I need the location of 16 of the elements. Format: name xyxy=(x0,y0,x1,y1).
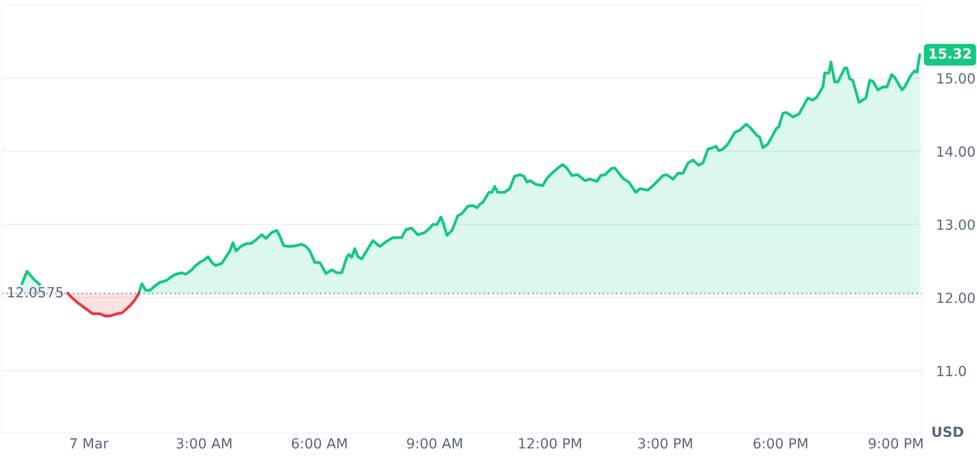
x-tick-label: 9:00 AM xyxy=(407,438,462,449)
y-tick-label: 13.00 xyxy=(937,219,975,230)
y-tick-label: 12.00 xyxy=(937,292,975,304)
x-tick-label: 7 Mar xyxy=(70,438,109,449)
y-tick-label: 14.00 xyxy=(937,146,975,157)
x-tick-label: 9:00 PM xyxy=(868,438,922,449)
x-tick-label: 6:00 PM xyxy=(754,438,808,449)
x-tick-label: 3:00 PM xyxy=(638,438,692,449)
annotation: 15.32 xyxy=(930,48,971,59)
y-axis-title: USD xyxy=(932,426,964,438)
x-tick-label: 12:00 PM xyxy=(519,438,582,449)
x-tick-label: 3:00 AM xyxy=(176,438,232,449)
x-tick-label: 6:00 AM xyxy=(292,438,347,449)
y-tick-label: 15.00 xyxy=(937,73,975,84)
ref-line-label: 12.0575 xyxy=(8,286,63,298)
y-tick-label: 11.0 xyxy=(937,366,966,376)
